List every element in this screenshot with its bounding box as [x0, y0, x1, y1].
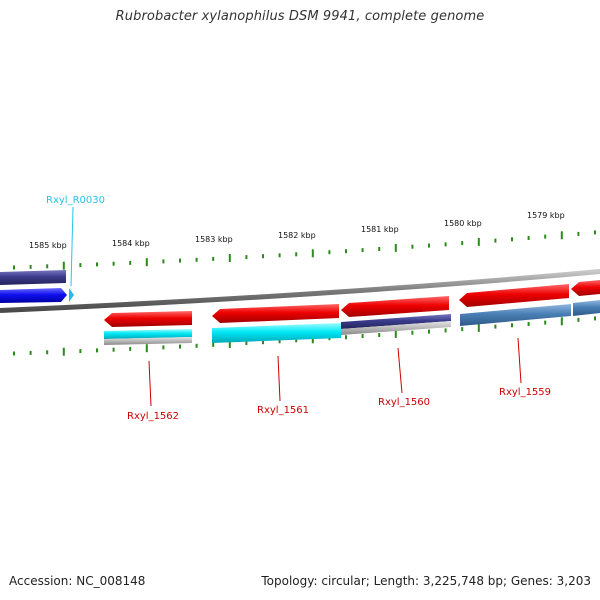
gene-rxyl-1561[interactable] [212, 304, 339, 323]
feature-outer-navy[interactable] [0, 270, 66, 285]
leader-rxyl-1562 [148, 360, 152, 407]
gene-next-partial[interactable] [571, 280, 600, 296]
scale-ticks-inner [13, 316, 596, 356]
scale-ticks-outer [13, 230, 596, 270]
gene-label-rxyl-1559[interactable]: Rxyl_1559 [499, 387, 551, 398]
leader-rxyl-1559 [517, 337, 522, 384]
feature-1559-steel[interactable] [460, 304, 571, 326]
leader-rxyl-1560 [397, 347, 403, 394]
gene-rxyl-1560[interactable] [341, 296, 449, 317]
scale-label-1582kbp: 1582 kbp [278, 231, 316, 240]
gene-label-rxyl-1560[interactable]: Rxyl_1560 [378, 397, 430, 408]
gene-label-rxyl-r0030[interactable]: Rxyl_R0030 [46, 195, 105, 206]
scale-label-1583kbp: 1583 kbp [195, 235, 233, 244]
scale-label-1581kbp: 1581 kbp [361, 225, 399, 234]
leader-rxyl-1561 [277, 355, 281, 402]
leader-rxyl-r0030 [70, 206, 74, 287]
genome-backbone [0, 269, 600, 313]
scale-label-1584kbp: 1584 kbp [112, 239, 150, 248]
gene-label-rxyl-1562[interactable]: Rxyl_1562 [127, 411, 179, 422]
gene-rxyl-1562[interactable] [104, 311, 192, 327]
scale-label-1580kbp: 1580 kbp [444, 219, 482, 228]
feature-1558-steel-partial[interactable] [573, 300, 600, 316]
feature-1562-cyan[interactable] [104, 329, 192, 339]
feature-1560-grey[interactable] [341, 321, 451, 335]
scale-label-1579kbp: 1579 kbp [527, 211, 565, 220]
feature-rxyl-r0030-tip[interactable] [69, 288, 74, 302]
gene-rxyl-1559[interactable] [459, 284, 569, 307]
feature-1561-cyan[interactable] [212, 323, 341, 343]
map-title: Rubrobacter xylanophilus DSM 9941, compl… [115, 9, 485, 24]
feature-1560-navy[interactable] [341, 314, 451, 329]
gene-label-rxyl-1561[interactable]: Rxyl_1561 [257, 405, 309, 416]
accession-text: Accession: NC_008148 [9, 574, 146, 588]
topology-summary: Topology: circular; Length: 3,225,748 bp… [261, 574, 591, 588]
scale-label-1585kbp: 1585 kbp [29, 241, 67, 250]
feature-rxyl-r0030[interactable] [0, 288, 67, 303]
feature-1562-grey[interactable] [104, 337, 192, 345]
